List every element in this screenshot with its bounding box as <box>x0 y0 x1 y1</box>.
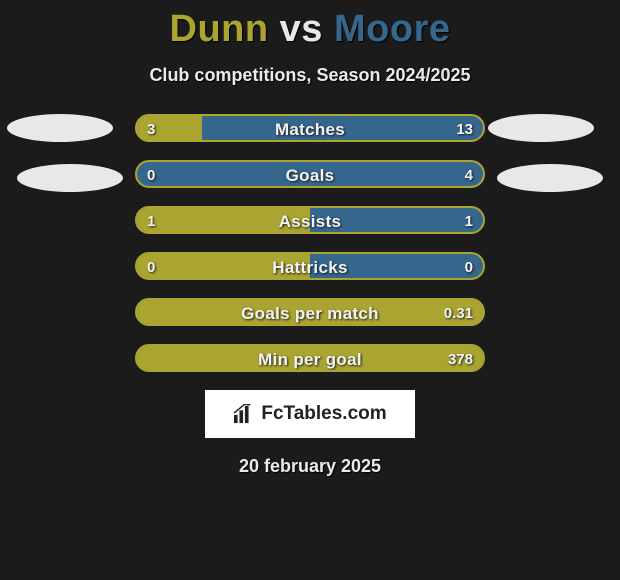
club-logo-placeholder <box>17 164 123 192</box>
stats-chart: 313Matches 04Goals 11Assists 00Hattricks 0.3… <box>0 114 620 374</box>
stat-label: Assists <box>137 208 483 232</box>
brand-name: FcTables.com <box>261 403 386 425</box>
stat-label: Matches <box>137 116 483 140</box>
stat-bar-track: 313Matches <box>135 114 485 142</box>
stat-row: 11Assists <box>135 206 485 236</box>
stat-label: Hattricks <box>137 254 483 278</box>
stat-label: Min per goal <box>137 346 483 370</box>
stat-row: 04Goals <box>135 160 485 190</box>
player2-name: Moore <box>334 8 451 50</box>
club-logo-placeholder <box>7 114 113 142</box>
stat-bar-track: 11Assists <box>135 206 485 234</box>
stat-bar-track: 04Goals <box>135 160 485 188</box>
stat-row: 00Hattricks <box>135 252 485 282</box>
footer-date: 20 february 2025 <box>0 456 620 477</box>
brand-badge: FcTables.com <box>205 390 415 438</box>
club-logo-placeholder <box>488 114 594 142</box>
stat-bar-track: 378Min per goal <box>135 344 485 372</box>
stat-row: 378Min per goal <box>135 344 485 374</box>
stat-label: Goals <box>137 162 483 186</box>
club-logo-placeholder <box>497 164 603 192</box>
player1-name: Dunn <box>170 8 269 50</box>
brand-logo-icon <box>233 404 255 424</box>
page-title: Dunn vs Moore <box>0 0 620 51</box>
stat-label: Goals per match <box>137 300 483 324</box>
stat-row: 0.31Goals per match <box>135 298 485 328</box>
comparison-card: Dunn vs Moore Club competitions, Season … <box>0 0 620 580</box>
vs-label: vs <box>280 8 323 50</box>
stat-row: 313Matches <box>135 114 485 144</box>
subtitle: Club competitions, Season 2024/2025 <box>0 65 620 86</box>
stat-bar-track: 0.31Goals per match <box>135 298 485 326</box>
stat-bar-track: 00Hattricks <box>135 252 485 280</box>
